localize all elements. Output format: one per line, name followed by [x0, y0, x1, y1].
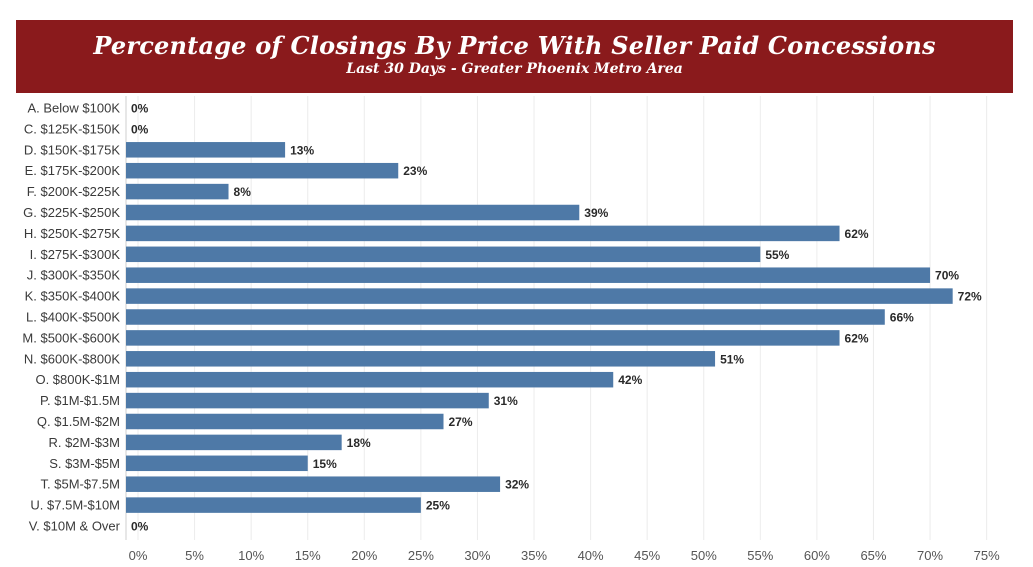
- category-label: T. $5M-$7.5M: [41, 477, 120, 492]
- bar: [126, 434, 342, 451]
- category-label: E. $175K-$200K: [25, 163, 121, 178]
- bar: [126, 371, 614, 388]
- x-tick-label: 20%: [351, 548, 377, 563]
- bar: [126, 183, 229, 200]
- data-label: 8%: [234, 185, 252, 199]
- data-label: 32%: [505, 478, 529, 492]
- category-label: Q. $1.5M-$2M: [37, 414, 120, 429]
- x-tick-label: 40%: [578, 548, 604, 563]
- category-label: H. $250K-$275K: [24, 226, 120, 241]
- data-label: 25%: [426, 499, 450, 513]
- bar: [126, 455, 308, 472]
- chart-subtitle: Last 30 Days - Greater Phoenix Metro Are…: [346, 61, 683, 77]
- bar: [126, 413, 444, 430]
- category-label: R. $2M-$3M: [48, 435, 120, 450]
- x-tick-label: 50%: [691, 548, 717, 563]
- data-label: 0%: [131, 520, 149, 534]
- bar: [126, 392, 489, 409]
- x-tick-label: 5%: [185, 548, 204, 563]
- category-label: U. $7.5M-$10M: [30, 498, 120, 513]
- data-label: 15%: [313, 457, 337, 471]
- data-label: 70%: [935, 269, 959, 283]
- category-label: I. $275K-$300K: [30, 247, 121, 262]
- bar: [126, 288, 953, 304]
- x-tick-label: 25%: [408, 548, 434, 563]
- bar: [126, 162, 399, 179]
- bar: [126, 309, 885, 325]
- x-tick-label: 55%: [747, 548, 773, 563]
- bar: [126, 351, 716, 367]
- category-label: V. $10M & Over: [29, 519, 121, 534]
- category-label: F. $200K-$225K: [27, 184, 121, 199]
- data-label: 42%: [618, 373, 642, 387]
- category-label: P. $1M-$1.5M: [40, 393, 120, 408]
- category-label: G. $225K-$250K: [23, 205, 120, 220]
- data-label: 66%: [890, 311, 914, 325]
- x-tick-label: 45%: [634, 548, 660, 563]
- x-tick-label: 30%: [464, 548, 490, 563]
- title-banner: Percentage of Closings By Price With Sel…: [16, 20, 1013, 93]
- category-label: N. $600K-$800K: [24, 351, 120, 366]
- data-label: 62%: [845, 227, 869, 241]
- bar: [126, 497, 421, 513]
- category-label: C. $125K-$150K: [24, 121, 120, 136]
- x-tick-label: 10%: [238, 548, 264, 563]
- data-label: 39%: [584, 206, 608, 220]
- category-label: J. $300K-$350K: [27, 268, 121, 283]
- x-tick-label: 15%: [295, 548, 321, 563]
- data-label: 0%: [131, 102, 149, 116]
- data-label: 31%: [494, 394, 518, 408]
- category-label: S. $3M-$5M: [49, 456, 120, 471]
- data-label: 62%: [845, 331, 869, 345]
- x-tick-label: 60%: [804, 548, 830, 563]
- x-tick-label: 70%: [917, 548, 943, 563]
- data-label: 72%: [958, 290, 982, 304]
- x-tick-label: 35%: [521, 548, 547, 563]
- bar: [126, 225, 840, 242]
- chart-title: Percentage of Closings By Price With Sel…: [93, 31, 936, 60]
- data-label: 13%: [290, 143, 314, 157]
- bar: [126, 476, 501, 492]
- data-label: 18%: [347, 436, 371, 450]
- bar: [126, 204, 580, 221]
- category-label: A. Below $100K: [27, 101, 120, 116]
- category-label: K. $350K-$400K: [25, 289, 121, 304]
- x-tick-label: 75%: [974, 548, 1000, 563]
- bar: [126, 267, 931, 283]
- category-label: D. $150K-$175K: [24, 142, 120, 157]
- category-label: M. $500K-$600K: [22, 330, 120, 345]
- data-label: 23%: [403, 164, 427, 178]
- data-label: 51%: [720, 352, 744, 366]
- bar: [126, 246, 761, 263]
- data-label: 27%: [449, 415, 473, 429]
- x-tick-label: 65%: [860, 548, 886, 563]
- data-label: 55%: [765, 248, 789, 262]
- bar: [126, 142, 286, 158]
- category-label: L. $400K-$500K: [26, 310, 120, 325]
- category-label: O. $800K-$1M: [35, 372, 120, 387]
- x-tick-label: 0%: [129, 548, 148, 563]
- bar: [126, 330, 840, 346]
- data-label: 0%: [131, 122, 149, 136]
